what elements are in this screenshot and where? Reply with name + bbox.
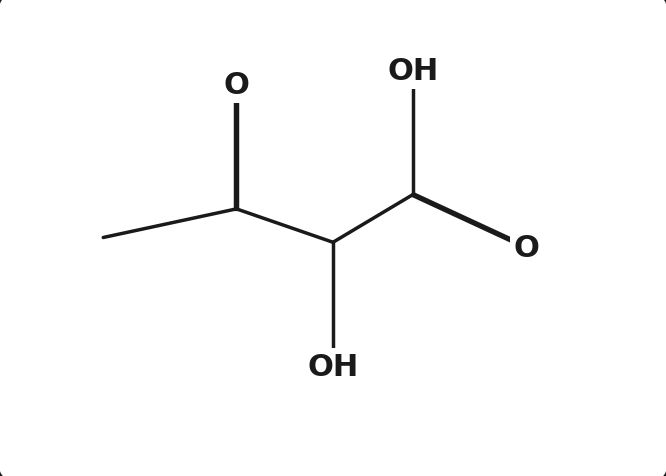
Text: O: O <box>513 233 539 262</box>
Text: OH: OH <box>308 352 358 381</box>
Text: OH: OH <box>388 57 438 86</box>
Text: O: O <box>224 71 249 100</box>
